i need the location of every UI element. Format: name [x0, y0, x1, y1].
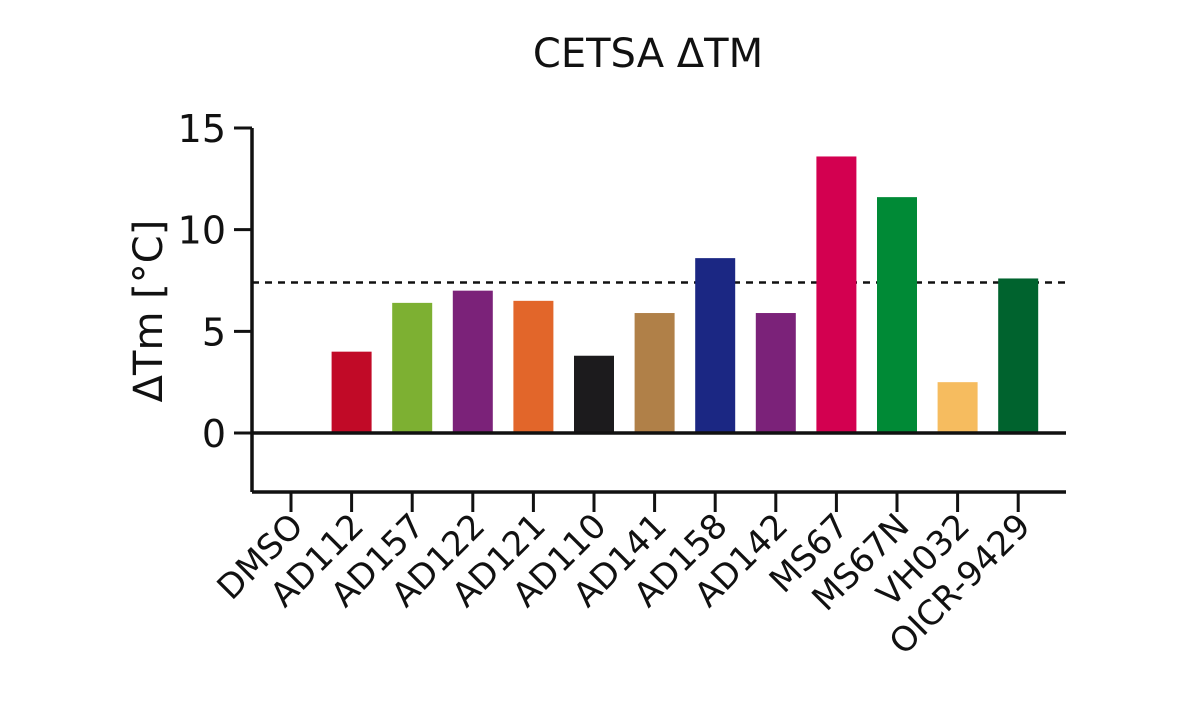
- bar-ad112: [331, 351, 372, 433]
- bar-ad121: [513, 300, 554, 433]
- bar-ad158: [695, 258, 736, 433]
- bar-ms67: [816, 156, 857, 433]
- bar-ad141: [634, 313, 675, 433]
- bar-ad122: [452, 290, 493, 433]
- plot-area: DMSOAD112AD157AD122AD121AD110AD141AD158A…: [178, 107, 1066, 663]
- bar-ad157: [392, 302, 433, 433]
- y-tick-label: 15: [178, 107, 226, 151]
- y-tick-label: 5: [202, 310, 226, 354]
- bar-vh032: [937, 382, 978, 433]
- y-tick-label: 0: [202, 412, 226, 456]
- bar-ms67n: [877, 197, 917, 433]
- chart-title: CETSA ΔTM: [533, 31, 763, 77]
- y-tick-label: 10: [178, 209, 226, 253]
- bar-ad142: [755, 313, 796, 433]
- y-axis-label: ΔTm [°C]: [126, 220, 172, 403]
- bar-oicr-9429: [998, 278, 1039, 433]
- bar-ad110: [574, 355, 614, 433]
